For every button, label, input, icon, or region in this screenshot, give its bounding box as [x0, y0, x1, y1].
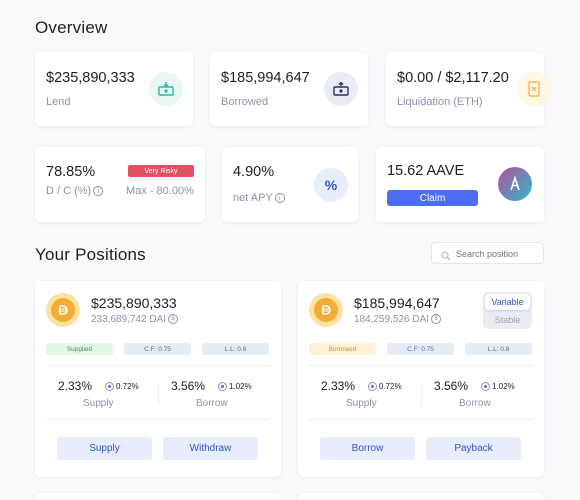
reward-rate: 1.02% — [218, 382, 252, 391]
money-in-icon — [149, 72, 183, 106]
position-token-amount-wrap: 233,689,742 DAI $ — [91, 314, 179, 325]
claim-button[interactable]: Claim — [387, 190, 478, 206]
stable-option[interactable]: Stable — [494, 314, 521, 325]
page-title: Overview — [35, 18, 108, 37]
dollar-icon: $ — [431, 314, 442, 325]
supply-reward: 0.72% — [116, 382, 139, 391]
aave-card: 15.62 AAVE Claim — [376, 147, 544, 222]
borrowed-value: $185,994,647 — [221, 70, 310, 86]
lend-label: Lend — [46, 96, 71, 108]
search-icon — [441, 248, 451, 266]
apy-card: 4.90% net APY i % — [222, 147, 358, 222]
borrow-rate: 3.56% — [434, 379, 469, 393]
receipt-icon — [517, 72, 551, 106]
liquidation-label: Liquidation (ETH) — [397, 96, 483, 108]
apy-label: net APY — [233, 192, 273, 204]
reward-icon — [218, 382, 227, 391]
money-out-icon — [324, 72, 358, 106]
position-card-supplied: $235,890,333 233,689,742 DAI $ Supplied C… — [35, 281, 281, 477]
divider — [421, 383, 422, 405]
dc-label-wrap: D / C (%) i — [46, 185, 104, 197]
search-input[interactable] — [456, 246, 540, 261]
reward-icon — [368, 382, 377, 391]
borrow-reward: 1.02% — [492, 382, 515, 391]
divider — [46, 365, 270, 366]
search-box[interactable] — [431, 242, 544, 264]
divider — [309, 365, 533, 366]
divider — [46, 419, 270, 420]
borrow-label: Borrow — [459, 398, 491, 409]
reward-icon — [105, 382, 114, 391]
dai-token-icon — [309, 293, 343, 327]
risk-badge: Very Risky — [128, 165, 194, 177]
reward-rate: 1.02% — [481, 382, 515, 391]
apy-value: 4.90% — [233, 164, 275, 180]
position-token-amount-wrap: 184,259,526 DAI $ — [354, 314, 442, 325]
borrow-button[interactable]: Borrow — [320, 437, 415, 460]
withdraw-button[interactable]: Withdraw — [163, 437, 258, 460]
position-token-amount: 184,259,526 DAI — [354, 314, 430, 325]
supply-label: Supply — [346, 398, 377, 409]
position-card-next — [298, 493, 544, 500]
status-tag: Supplied — [46, 343, 113, 355]
borrow-reward: 1.02% — [229, 382, 252, 391]
borrow-label: Borrow — [196, 398, 228, 409]
cf-tag: C.F: 0.75 — [387, 343, 454, 355]
aave-logo-icon — [498, 167, 532, 201]
dc-card: 78.85% D / C (%) i Very Risky Max - 80.00… — [35, 147, 205, 222]
status-tag: Borrowed — [309, 343, 376, 355]
lend-value: $235,890,333 — [46, 70, 135, 86]
borrow-rate: 3.56% — [171, 379, 206, 393]
positions-title: Your Positions — [35, 245, 146, 264]
position-card-borrowed: $185,994,647 184,259,526 DAI $ Variable S… — [298, 281, 544, 477]
payback-button[interactable]: Payback — [426, 437, 521, 460]
ll-tag: L.L: 0.8 — [465, 343, 532, 355]
reward-rate: 0.72% — [105, 382, 139, 391]
divider — [158, 383, 159, 405]
reward-rate: 0.72% — [368, 382, 402, 391]
variable-option[interactable]: Variable — [485, 294, 530, 310]
position-token-amount: 233,689,742 DAI — [91, 314, 167, 325]
percent-icon: % — [314, 168, 348, 202]
dc-value: 78.85% — [46, 164, 96, 180]
lend-card: $235,890,333 Lend — [35, 52, 193, 126]
supply-rate: 2.33% — [58, 379, 93, 393]
divider — [309, 419, 533, 420]
reward-icon — [481, 382, 490, 391]
aave-value: 15.62 AAVE — [387, 163, 465, 179]
position-amount: $235,890,333 — [91, 295, 177, 311]
rate-mode-toggle[interactable]: Variable Stable — [483, 292, 532, 329]
position-amount: $185,994,647 — [354, 295, 440, 311]
info-icon[interactable]: i — [274, 193, 285, 204]
liquidation-value: $0.00 / $2,117.20 — [397, 70, 509, 86]
liquidation-card: $0.00 / $2,117.20 Liquidation (ETH) — [386, 52, 551, 126]
position-card-next — [35, 493, 281, 500]
borrowed-label: Borrowed — [221, 96, 269, 108]
dc-label: D / C (%) — [46, 185, 92, 197]
supply-label: Supply — [83, 398, 114, 409]
ll-tag: L.L: 0.8 — [202, 343, 269, 355]
dollar-icon: $ — [168, 314, 179, 325]
supply-reward: 0.72% — [379, 382, 402, 391]
dai-token-icon — [46, 293, 80, 327]
info-icon[interactable]: i — [93, 186, 104, 197]
supply-button[interactable]: Supply — [57, 437, 152, 460]
cf-tag: C.F: 0.75 — [124, 343, 191, 355]
borrowed-card: $185,994,647 Borrowed — [210, 52, 368, 126]
apy-label-wrap: net APY i — [233, 192, 285, 204]
supply-rate: 2.33% — [321, 379, 356, 393]
dc-max: Max - 80.00% — [126, 185, 194, 197]
